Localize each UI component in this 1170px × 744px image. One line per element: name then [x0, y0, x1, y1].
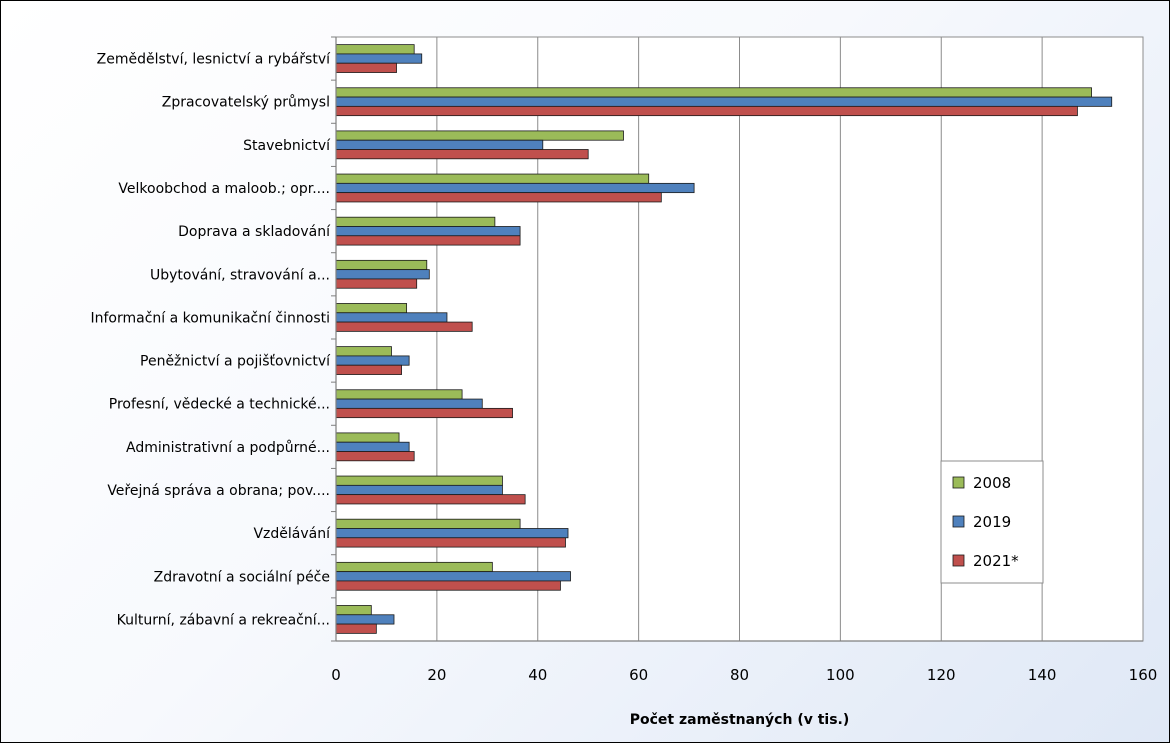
bar-2008-12 — [335, 561, 493, 573]
bar-2008-9 — [335, 432, 400, 443]
x-tick-label: 80 — [730, 666, 749, 684]
bar-2019-8 — [335, 398, 483, 409]
bar-2021-1 — [335, 105, 1078, 117]
bar-2008-2 — [335, 130, 624, 141]
bar-2019-6 — [335, 312, 448, 323]
bar-2021-13 — [335, 623, 377, 634]
category-labels: Zemědělství, lesnictví a rybářství Zpraco… — [90, 52, 331, 629]
bar-2019-11 — [335, 528, 569, 539]
x-tick-label: 60 — [629, 666, 648, 684]
bar-2019-9 — [335, 441, 410, 452]
bar-2019-12 — [335, 571, 571, 582]
category-label: Stavebnictví — [243, 138, 331, 154]
legend-label-2008: 2008 — [973, 474, 1011, 492]
category-label: Zdravotní a sociální péče — [154, 569, 330, 585]
tick-labels: 0 20 40 60 80 100 120 140 160 — [331, 666, 1157, 684]
legend-swatch-2019 — [952, 515, 965, 528]
bar-2019-0 — [335, 53, 423, 64]
x-tick-label: 160 — [1129, 666, 1158, 684]
legend-swatch-2008 — [952, 476, 965, 489]
x-tick-label: 20 — [427, 666, 446, 684]
legend-swatch-2021 — [952, 554, 965, 567]
bar-2019-2 — [335, 139, 544, 150]
category-label: Administrativní a podpůrné... — [126, 440, 330, 456]
bar-2008-4 — [335, 216, 496, 227]
x-axis-title: Počet zaměstnaných (v tis.) — [630, 712, 850, 728]
bar-2019-3 — [335, 182, 695, 194]
bar-2021-11 — [335, 537, 566, 548]
x-tick-label: 0 — [331, 666, 341, 684]
bar-2008-5 — [335, 259, 428, 271]
bar-2019-7 — [335, 355, 410, 366]
bar-2021-4 — [335, 235, 521, 246]
legend-label-2021: 2021* — [973, 552, 1019, 570]
bar-2008-7 — [335, 346, 392, 357]
x-tick-label: 40 — [528, 666, 547, 684]
bar-2019-1 — [335, 96, 1113, 107]
x-tick-label: 100 — [826, 666, 855, 684]
category-label: Vzdělávání — [253, 526, 331, 542]
category-label: Peněžnictví a pojišťovnictví — [140, 354, 331, 370]
bar-2008-1 — [335, 87, 1092, 98]
bar-2021-10 — [335, 494, 526, 505]
bar-2021-3 — [335, 192, 662, 203]
bar-2019-5 — [335, 269, 430, 280]
axes — [331, 36, 1143, 642]
bar-2019-10 — [335, 484, 503, 496]
bar-2008-0 — [335, 44, 415, 55]
legend: 2008 2019 2021* — [940, 460, 1044, 584]
bar-2019-13 — [335, 614, 395, 625]
bar-2008-10 — [335, 475, 503, 486]
category-label: Kulturní, zábavní a rekreační... — [117, 612, 330, 628]
category-label: Velkoobchod a maloob.; opr.... — [118, 181, 330, 197]
bar-2021-8 — [335, 407, 513, 419]
bar-2008-3 — [335, 173, 650, 184]
bar-2021-2 — [335, 149, 589, 160]
category-label: Doprava a skladování — [178, 224, 331, 240]
bar-2021-12 — [335, 580, 561, 591]
bar-2021-6 — [335, 321, 473, 332]
bar-2021-7 — [335, 364, 402, 375]
bars — [335, 44, 1113, 634]
category-label: Ubytování, stravování a... — [150, 267, 330, 283]
legend-label-2019: 2019 — [973, 513, 1011, 531]
bar-2019-4 — [335, 226, 521, 237]
bar-2021-5 — [335, 278, 418, 289]
bar-2008-11 — [335, 518, 521, 529]
bar-2008-6 — [335, 303, 408, 314]
bar-2008-8 — [335, 389, 463, 400]
bar-2021-9 — [335, 451, 415, 462]
category-label: Veřejná správa a obrana; pov.... — [107, 483, 330, 499]
category-label: Informační a komunikační činnosti — [90, 310, 330, 326]
x-tick-label: 120 — [927, 666, 956, 684]
category-label: Zemědělství, lesnictví a rybářství — [97, 52, 331, 68]
category-label: Zpracovatelský průmysl — [162, 95, 330, 111]
x-tick-label: 140 — [1028, 666, 1057, 684]
bar-2008-13 — [335, 605, 372, 616]
category-label: Profesní, vědecké a technické... — [109, 397, 330, 413]
bar-2021-0 — [335, 62, 397, 73]
